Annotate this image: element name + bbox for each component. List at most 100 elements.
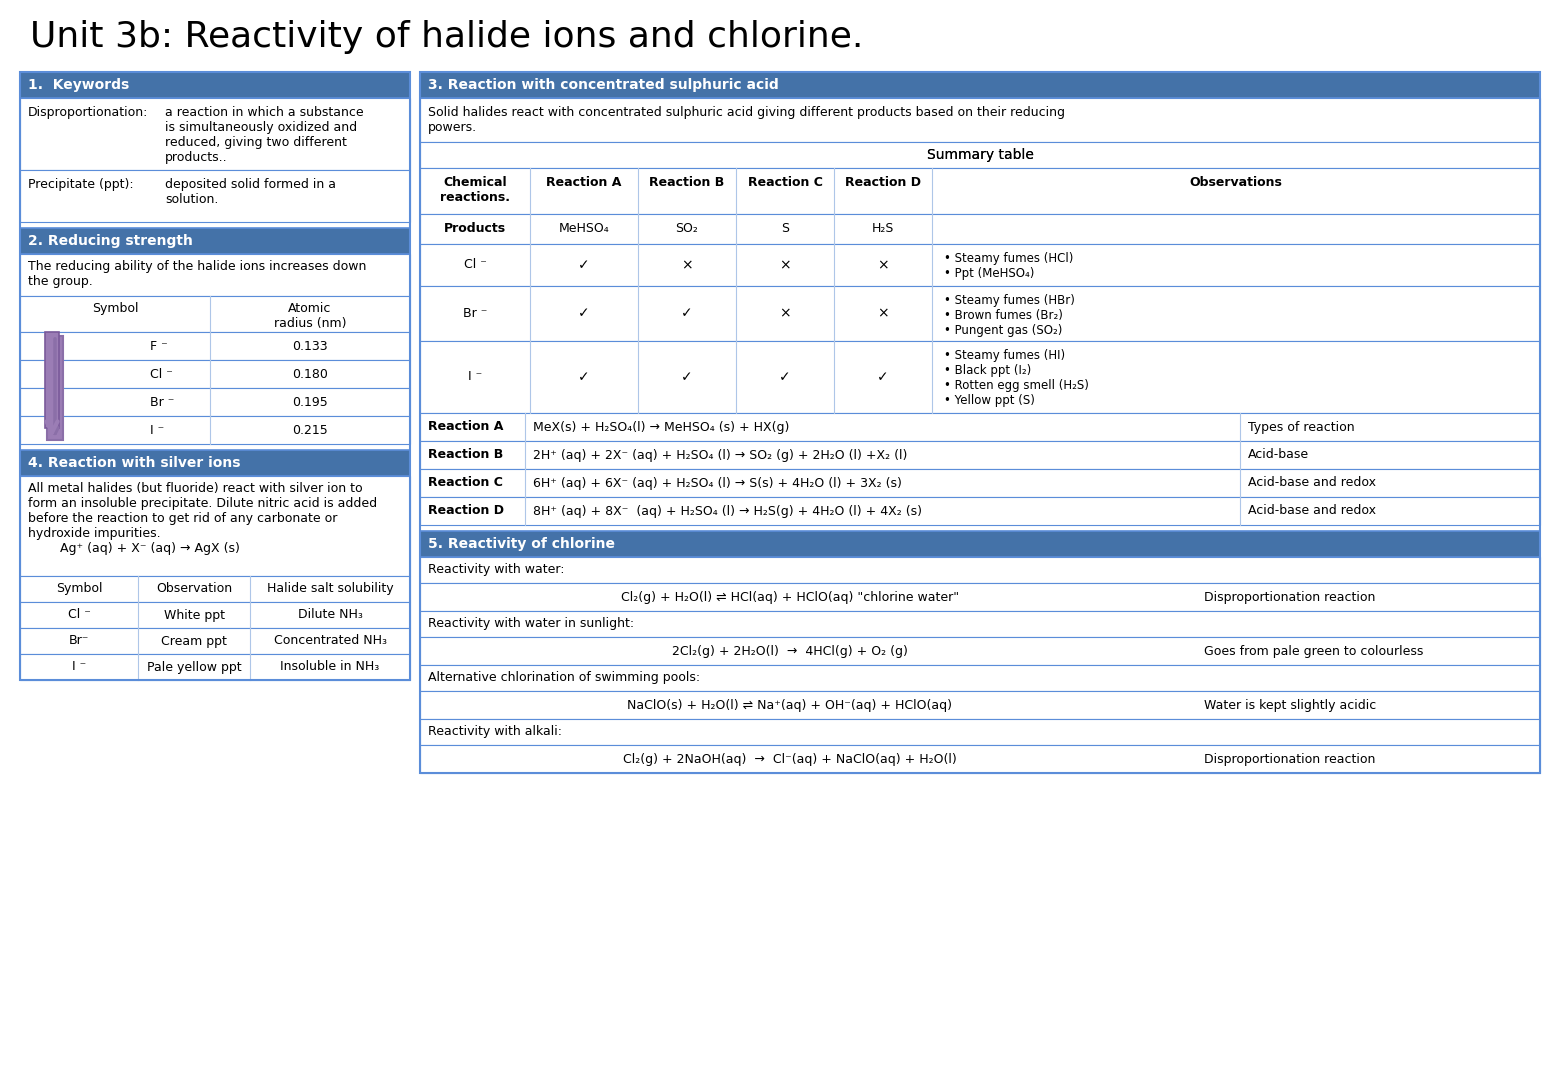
Text: Goes from pale green to colourless: Goes from pale green to colourless bbox=[1204, 645, 1423, 658]
Text: ✓: ✓ bbox=[877, 370, 889, 384]
FancyBboxPatch shape bbox=[420, 469, 1540, 497]
Text: ✓: ✓ bbox=[682, 370, 693, 384]
FancyBboxPatch shape bbox=[420, 286, 1540, 341]
Text: Dilute NH₃: Dilute NH₃ bbox=[298, 608, 362, 621]
Text: ✓: ✓ bbox=[579, 370, 590, 384]
FancyBboxPatch shape bbox=[47, 336, 62, 440]
Text: Solid halides react with concentrated sulphuric acid giving different products b: Solid halides react with concentrated su… bbox=[427, 106, 1065, 134]
FancyBboxPatch shape bbox=[20, 98, 410, 170]
Text: 8H⁺ (aq) + 8X⁻  (aq) + H₂SO₄ (l) → H₂S(g) + 4H₂O (l) + 4X₂ (s): 8H⁺ (aq) + 8X⁻ (aq) + H₂SO₄ (l) → H₂S(g)… bbox=[534, 504, 922, 517]
FancyBboxPatch shape bbox=[20, 360, 410, 388]
Text: Atomic
radius (nm): Atomic radius (nm) bbox=[273, 302, 346, 330]
Text: Observations: Observations bbox=[1190, 176, 1282, 189]
Text: Pale yellow ppt: Pale yellow ppt bbox=[147, 661, 242, 674]
Text: Summary table: Summary table bbox=[927, 148, 1033, 162]
Text: Reaction B: Reaction B bbox=[427, 448, 504, 461]
FancyBboxPatch shape bbox=[20, 332, 410, 360]
Text: 0.133: 0.133 bbox=[292, 339, 328, 352]
Text: I ⁻: I ⁻ bbox=[150, 423, 164, 436]
Text: ✓: ✓ bbox=[682, 307, 693, 321]
FancyBboxPatch shape bbox=[420, 611, 1540, 637]
Text: ✓: ✓ bbox=[579, 258, 590, 272]
Text: The reducing ability of the halide ions increases down
the group.: The reducing ability of the halide ions … bbox=[28, 260, 367, 288]
Text: Acid-base: Acid-base bbox=[1248, 448, 1309, 461]
Text: All metal halides (but fluoride) react with silver ion to
form an insoluble prec: All metal halides (but fluoride) react w… bbox=[28, 482, 378, 555]
FancyBboxPatch shape bbox=[420, 497, 1540, 525]
Text: • Steamy fumes (HI)
• Black ppt (I₂)
• Rotten egg smell (H₂S)
• Yellow ppt (S): • Steamy fumes (HI) • Black ppt (I₂) • R… bbox=[944, 349, 1089, 407]
Text: Disproportionation reaction: Disproportionation reaction bbox=[1204, 591, 1376, 604]
Text: SO₂: SO₂ bbox=[675, 222, 699, 235]
FancyBboxPatch shape bbox=[420, 745, 1540, 773]
Text: Concentrated NH₃: Concentrated NH₃ bbox=[273, 634, 387, 648]
Text: Reaction A: Reaction A bbox=[427, 420, 504, 433]
FancyBboxPatch shape bbox=[420, 141, 1540, 168]
Text: ×: × bbox=[778, 258, 791, 272]
Text: • Steamy fumes (HBr)
• Brown fumes (Br₂)
• Pungent gas (SO₂): • Steamy fumes (HBr) • Brown fumes (Br₂)… bbox=[944, 294, 1075, 337]
Text: MeX(s) + H₂SO₄(l) → MeHSO₄ (s) + HX(g): MeX(s) + H₂SO₄(l) → MeHSO₄ (s) + HX(g) bbox=[534, 420, 789, 433]
Text: 0.195: 0.195 bbox=[292, 395, 328, 408]
Text: F ⁻: F ⁻ bbox=[150, 339, 168, 352]
Text: Water is kept slightly acidic: Water is kept slightly acidic bbox=[1204, 699, 1376, 712]
Text: S: S bbox=[782, 222, 789, 235]
FancyBboxPatch shape bbox=[420, 665, 1540, 691]
Text: Reaction C: Reaction C bbox=[747, 176, 822, 189]
Text: • Steamy fumes (HCl)
• Ppt (MeHSO₄): • Steamy fumes (HCl) • Ppt (MeHSO₄) bbox=[944, 252, 1073, 280]
Text: 6H⁺ (aq) + 6X⁻ (aq) + H₂SO₄ (l) → S(s) + 4H₂O (l) + 3X₂ (s): 6H⁺ (aq) + 6X⁻ (aq) + H₂SO₄ (l) → S(s) +… bbox=[534, 476, 902, 489]
Text: Types of reaction: Types of reaction bbox=[1248, 420, 1354, 433]
Text: Cl ⁻: Cl ⁻ bbox=[67, 608, 90, 621]
Text: Br ⁻: Br ⁻ bbox=[463, 307, 487, 320]
Text: Symbol: Symbol bbox=[92, 302, 139, 315]
FancyBboxPatch shape bbox=[20, 476, 410, 576]
FancyBboxPatch shape bbox=[20, 254, 410, 296]
Text: I ⁻: I ⁻ bbox=[72, 661, 86, 674]
Text: Disproportionation:: Disproportionation: bbox=[28, 106, 148, 119]
Text: Cream ppt: Cream ppt bbox=[161, 634, 226, 648]
Text: a reaction in which a substance
is simultaneously oxidized and
reduced, giving t: a reaction in which a substance is simul… bbox=[165, 106, 363, 164]
Text: Reaction D: Reaction D bbox=[427, 504, 504, 517]
Text: White ppt: White ppt bbox=[164, 608, 225, 621]
FancyBboxPatch shape bbox=[20, 72, 410, 98]
Text: Reaction B: Reaction B bbox=[649, 176, 725, 189]
Text: H₂S: H₂S bbox=[872, 222, 894, 235]
FancyBboxPatch shape bbox=[20, 654, 410, 680]
Text: Unit 3b: Reactivity of halide ions and chlorine.: Unit 3b: Reactivity of halide ions and c… bbox=[30, 21, 863, 54]
FancyBboxPatch shape bbox=[20, 170, 410, 222]
FancyBboxPatch shape bbox=[420, 341, 1540, 413]
Text: 1.  Keywords: 1. Keywords bbox=[28, 78, 129, 92]
Text: 2. Reducing strength: 2. Reducing strength bbox=[28, 234, 193, 248]
Text: 2Cl₂(g) + 2H₂O(l)  →  4HCl(g) + O₂ (g): 2Cl₂(g) + 2H₂O(l) → 4HCl(g) + O₂ (g) bbox=[672, 645, 908, 658]
Text: MeHSO₄: MeHSO₄ bbox=[558, 222, 610, 235]
Text: Cl₂(g) + H₂O(l) ⇌ HCl(aq) + HClO(aq) "chlorine water": Cl₂(g) + H₂O(l) ⇌ HCl(aq) + HClO(aq) "ch… bbox=[621, 591, 959, 604]
FancyBboxPatch shape bbox=[420, 441, 1540, 469]
Text: Reaction A: Reaction A bbox=[546, 176, 622, 189]
Text: Br⁻: Br⁻ bbox=[69, 634, 89, 648]
Text: Reaction D: Reaction D bbox=[846, 176, 920, 189]
Text: Cl ⁻: Cl ⁻ bbox=[150, 367, 173, 380]
FancyBboxPatch shape bbox=[20, 296, 410, 332]
FancyBboxPatch shape bbox=[420, 557, 1540, 583]
Text: Summary table: Summary table bbox=[927, 148, 1033, 162]
Text: Acid-base and redox: Acid-base and redox bbox=[1248, 476, 1376, 489]
FancyBboxPatch shape bbox=[420, 637, 1540, 665]
Text: Cl ⁻: Cl ⁻ bbox=[463, 258, 487, 271]
FancyBboxPatch shape bbox=[420, 719, 1540, 745]
Text: Products: Products bbox=[445, 222, 505, 235]
Text: Reactivity with alkali:: Reactivity with alkali: bbox=[427, 726, 562, 739]
Text: Precipitate (ppt):: Precipitate (ppt): bbox=[28, 178, 134, 191]
Text: 3. Reaction with concentrated sulphuric acid: 3. Reaction with concentrated sulphuric … bbox=[427, 78, 778, 92]
Text: I ⁻: I ⁻ bbox=[468, 370, 482, 383]
Text: NaClO(s) + H₂O(l) ⇌ Na⁺(aq) + OH⁻(aq) + HClO(aq): NaClO(s) + H₂O(l) ⇌ Na⁺(aq) + OH⁻(aq) + … bbox=[627, 699, 952, 712]
Text: ×: × bbox=[877, 307, 889, 321]
FancyBboxPatch shape bbox=[420, 214, 1540, 244]
Text: deposited solid formed in a
solution.: deposited solid formed in a solution. bbox=[165, 178, 335, 206]
Text: 2H⁺ (aq) + 2X⁻ (aq) + H₂SO₄ (l) → SO₂ (g) + 2H₂O (l) +X₂ (l): 2H⁺ (aq) + 2X⁻ (aq) + H₂SO₄ (l) → SO₂ (g… bbox=[534, 448, 908, 461]
Text: Symbol: Symbol bbox=[56, 582, 103, 595]
Text: Cl₂(g) + 2NaOH(aq)  →  Cl⁻(aq) + NaClO(aq) + H₂O(l): Cl₂(g) + 2NaOH(aq) → Cl⁻(aq) + NaClO(aq)… bbox=[622, 753, 956, 766]
FancyBboxPatch shape bbox=[420, 168, 1540, 214]
FancyBboxPatch shape bbox=[420, 691, 1540, 719]
Text: Halide salt solubility: Halide salt solubility bbox=[267, 582, 393, 595]
FancyBboxPatch shape bbox=[20, 416, 410, 444]
FancyBboxPatch shape bbox=[420, 72, 1540, 98]
Text: Br ⁻: Br ⁻ bbox=[150, 395, 175, 408]
Text: ×: × bbox=[778, 307, 791, 321]
